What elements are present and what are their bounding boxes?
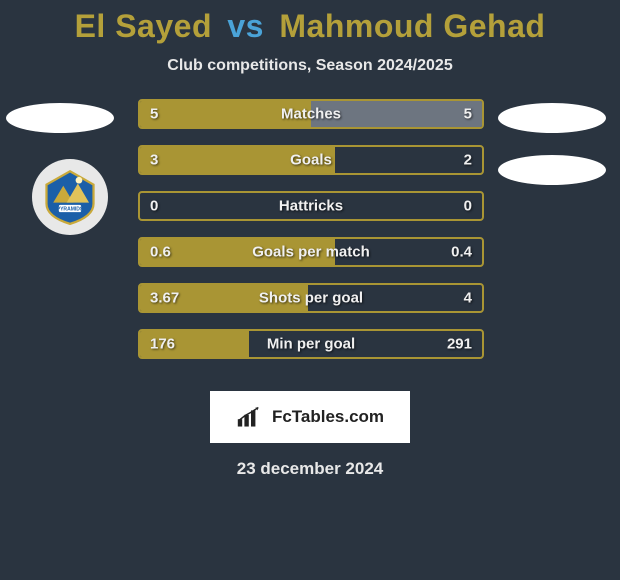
- stat-value-left: 3: [150, 152, 158, 169]
- stat-row: 0.6 Goals per match 0.4: [138, 237, 484, 267]
- stat-value-left: 3.67: [150, 290, 179, 307]
- svg-text:PYRAMIDS: PYRAMIDS: [57, 206, 84, 212]
- subtitle: Club competitions, Season 2024/2025: [0, 57, 620, 75]
- pyramids-club-icon: PYRAMIDS: [42, 169, 98, 225]
- stat-label: Goals: [290, 152, 332, 169]
- stat-row: 3.67 Shots per goal 4: [138, 283, 484, 313]
- player-b-name: Mahmoud Gehad: [279, 8, 545, 44]
- stat-value-left: 0: [150, 198, 158, 215]
- stat-value-right: 2: [464, 152, 472, 169]
- stat-row: 3 Goals 2: [138, 145, 484, 175]
- stat-value-left: 176: [150, 336, 175, 353]
- stat-row: 0 Hattricks 0: [138, 191, 484, 221]
- stat-label: Goals per match: [252, 244, 370, 261]
- stat-value-right: 0: [464, 198, 472, 215]
- player-b-club-placeholder: [498, 155, 606, 185]
- stat-value-left: 0.6: [150, 244, 171, 261]
- fctables-chart-icon: [236, 406, 266, 428]
- stat-value-right: 5: [464, 106, 472, 123]
- stat-row: 176 Min per goal 291: [138, 329, 484, 359]
- stat-value-left: 5: [150, 106, 158, 123]
- brand-text: FcTables.com: [272, 407, 384, 427]
- stat-label: Matches: [281, 106, 341, 123]
- comparison-title: El Sayed vs Mahmoud Gehad: [0, 0, 620, 45]
- player-a-club-badge: PYRAMIDS: [32, 159, 108, 235]
- stat-label: Min per goal: [267, 336, 355, 353]
- stat-label: Hattricks: [279, 198, 343, 215]
- stat-value-right: 4: [464, 290, 472, 307]
- footer-date: 23 december 2024: [237, 459, 384, 479]
- stat-value-right: 291: [447, 336, 472, 353]
- player-a-avatar-placeholder: [6, 103, 114, 133]
- stat-row: 5 Matches 5: [138, 99, 484, 129]
- comparison-bars: 5 Matches 5 3 Goals 2 0 Hattricks 0 0.6 Goals per …: [138, 99, 484, 375]
- stat-value-right: 0.4: [451, 244, 472, 261]
- player-a-name: El Sayed: [75, 8, 212, 44]
- player-b-avatar-placeholder: [498, 103, 606, 133]
- brand-logo: FcTables.com: [210, 391, 410, 443]
- stat-label: Shots per goal: [259, 290, 363, 307]
- vs-label: vs: [227, 8, 264, 44]
